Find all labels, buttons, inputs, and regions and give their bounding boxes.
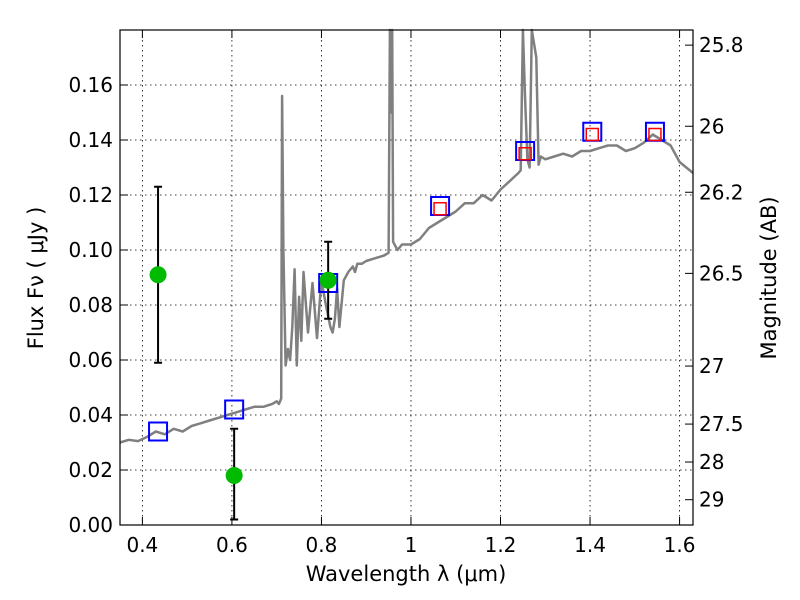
x-tick-label: 1.2	[485, 533, 517, 557]
y-tick-label: 0.08	[68, 293, 113, 317]
observed-photometry-square	[648, 127, 662, 142]
right-axis-label: Magnitude (AB)	[757, 196, 781, 359]
spectrum-layer	[119, 28, 694, 444]
y-tick-label: 0.16	[68, 73, 113, 97]
y-tick-label: 0.14	[68, 128, 113, 152]
right-axis-tick-label: 26	[699, 114, 724, 138]
spectrum-line	[119, 28, 694, 444]
y-tick-label: 0.04	[68, 403, 113, 427]
axis-layer: 0.4 0.6 0.8 1 1.2 1.4 1.6 0.00 0.02 0.04 0.06 0.08 0…	[68, 30, 744, 557]
flux-data-point	[149, 266, 167, 284]
y-tick-label: 0.02	[68, 458, 113, 482]
y-tick-label: 0.00	[68, 513, 113, 537]
observed-photometry-square	[433, 202, 447, 216]
y-axis-label: Flux Fν ( μJy )	[24, 207, 48, 350]
right-axis-tick-label: 27.5	[699, 412, 744, 436]
right-axis-tick-label: 27	[699, 354, 724, 378]
grid-lines	[120, 30, 693, 525]
right-axis-tick-label: 25.8	[699, 33, 744, 57]
observed-photometry-square	[518, 147, 532, 161]
plot-frame	[119, 29, 694, 526]
model-photometry-square	[224, 399, 245, 420]
x-tick-label: 0.6	[216, 533, 248, 557]
x-tick-label: 0.8	[306, 533, 338, 557]
x-tick-label: 1	[405, 533, 418, 557]
right-axis-tick-label: 26.5	[699, 261, 744, 285]
y-tick-label: 0.10	[68, 238, 113, 262]
observed-photometry-square	[585, 127, 600, 142]
y-tick-label: 0.12	[68, 183, 113, 207]
right-axis-tick-label: 29	[699, 488, 724, 512]
marker-layer	[148, 121, 665, 521]
model-photometry-square	[148, 421, 169, 442]
flux-data-point	[319, 271, 337, 289]
x-tick-label: 1.6	[664, 533, 696, 557]
x-tick-label: 1.4	[574, 533, 606, 557]
right-axis-tick-label: 26.2	[699, 180, 744, 204]
x-axis-label: Wavelength λ (μm)	[306, 562, 507, 586]
flux-data-point	[225, 467, 243, 484]
y-tick-label: 0.06	[68, 348, 113, 372]
x-tick-label: 0.4	[126, 533, 158, 557]
right-axis-tick-label: 28	[699, 450, 724, 474]
